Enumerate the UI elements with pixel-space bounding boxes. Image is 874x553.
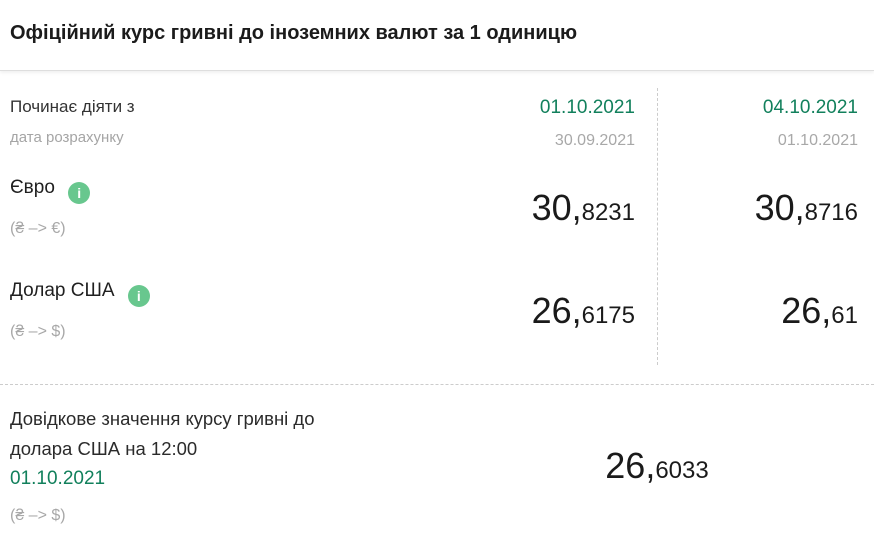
usd-rate-value-1: 26,6175 <box>440 291 635 339</box>
rate-integer: 30, <box>531 187 582 228</box>
reference-line-1: Довідкове значення курсу гривні до <box>10 408 315 429</box>
usd-rate-col1: 26,6175 <box>440 278 657 342</box>
effective-date-label: Починає діяти з <box>10 97 135 116</box>
reference-line-2: долара США на 12:00 <box>10 438 198 459</box>
info-icon-glyph: i <box>136 288 141 304</box>
eur-rate-col1: 30,8231 <box>440 175 657 239</box>
usd-rate-col2: 26,61 <box>657 278 874 342</box>
rate-integer: 26, <box>531 290 582 331</box>
reference-section: Довідкове значення курсу гривні до долар… <box>0 404 874 526</box>
usd-label-cell: Долар США i (₴ –> $) <box>0 278 440 342</box>
usd-currency-line: Долар США i <box>10 278 440 307</box>
effective-date-labels: Починає діяти з дата розрахунку <box>0 96 440 151</box>
reference-text-block: Довідкове значення курсу гривні до долар… <box>0 404 440 526</box>
eur-currency-line: Євро i <box>10 175 440 204</box>
reference-section-divider <box>0 384 874 385</box>
info-icon[interactable]: i <box>68 182 91 204</box>
reference-currency-pair: (₴ –> $) <box>10 507 66 524</box>
rate-integer: 26, <box>781 290 832 331</box>
eur-currency-pair: (₴ –> €) <box>10 220 66 237</box>
reference-rate-value: 26,6033 <box>440 446 874 494</box>
column-divider <box>657 88 658 365</box>
rate-integer: 26, <box>605 445 656 486</box>
eur-rate-value-1: 30,8231 <box>440 188 635 236</box>
rate-fraction: 8231 <box>581 199 635 226</box>
rate-fraction: 61 <box>831 302 858 329</box>
rate-integer: 30, <box>754 187 805 228</box>
reference-value-cell: 26,6033 <box>440 404 874 526</box>
calc-date-label: дата розрахунку <box>10 129 124 146</box>
rate-fraction: 8716 <box>804 199 858 226</box>
rate-row-usd: Долар США i (₴ –> $) 26,6175 26,61 <box>0 278 874 342</box>
eur-rate-col2: 30,8716 <box>657 175 874 239</box>
eur-currency-name: Євро <box>10 177 55 198</box>
date-column-1: 01.10.2021 30.09.2021 <box>440 96 657 151</box>
header: Офіційний курс гривні до іноземних валют… <box>0 0 874 71</box>
col2-calc-date: 01.10.2021 <box>777 132 858 149</box>
usd-rate-value-2: 26,61 <box>657 291 858 339</box>
eur-label-cell: Євро i (₴ –> €) <box>0 175 440 239</box>
rate-fraction: 6175 <box>581 302 635 329</box>
info-icon-glyph: i <box>77 185 82 201</box>
usd-currency-pair: (₴ –> $) <box>10 323 66 340</box>
info-icon[interactable]: i <box>127 285 150 307</box>
eur-rate-value-2: 30,8716 <box>657 188 858 236</box>
effective-date-row: Починає діяти з дата розрахунку 01.10.20… <box>0 96 874 151</box>
col1-calc-date: 30.09.2021 <box>554 132 635 149</box>
usd-currency-name: Долар США <box>10 280 115 301</box>
date-column-2: 04.10.2021 01.10.2021 <box>657 96 874 151</box>
col1-effective-date: 01.10.2021 <box>539 97 635 118</box>
rate-fraction: 6033 <box>655 457 709 484</box>
reference-date: 01.10.2021 <box>10 468 106 489</box>
col2-effective-date: 04.10.2021 <box>762 97 858 118</box>
rate-row-eur: Євро i (₴ –> €) 30,8231 30,8716 <box>0 175 874 239</box>
page-title: Офіційний курс гривні до іноземних валют… <box>10 22 578 44</box>
